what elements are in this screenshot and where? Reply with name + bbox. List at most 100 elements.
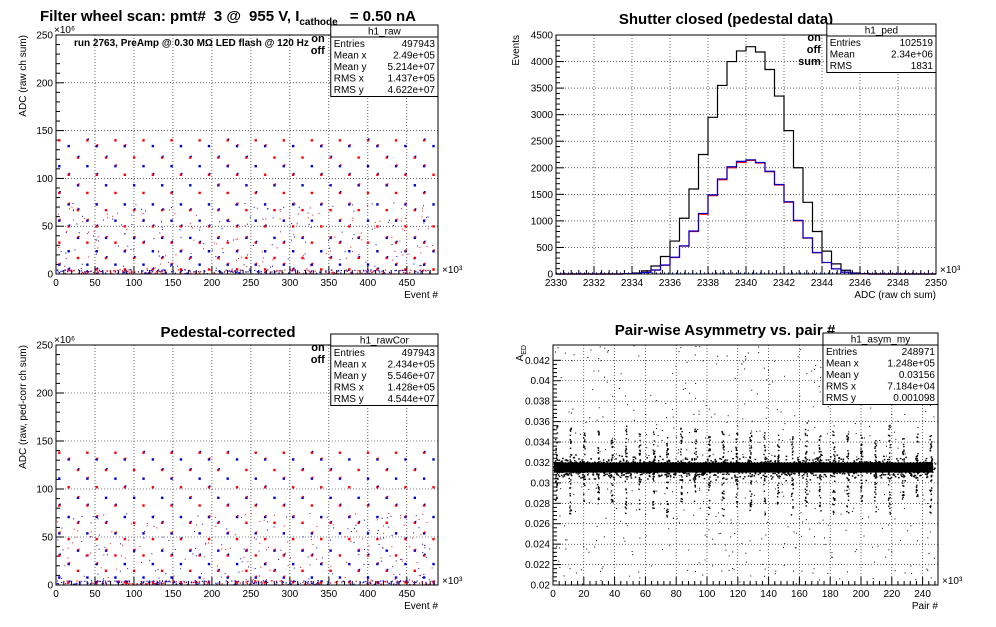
- point-scatter: [159, 232, 160, 233]
- spike-point: [876, 461, 877, 462]
- point-baseline: [350, 583, 351, 584]
- point-on: [273, 209, 275, 211]
- point-baseline: [289, 583, 290, 584]
- point-off: [152, 563, 154, 565]
- point: [838, 458, 840, 459]
- point: [858, 475, 860, 476]
- point-off: [218, 208, 220, 210]
- point-baseline: [98, 272, 99, 273]
- spike-point: [750, 454, 751, 455]
- point-baseline: [141, 272, 142, 273]
- spike-point: [834, 455, 835, 456]
- point-on: [349, 515, 351, 517]
- point-scatter: [326, 253, 327, 254]
- point-baseline: [370, 583, 371, 584]
- point-off: [142, 165, 144, 167]
- spike-point: [903, 468, 904, 469]
- point-baseline: [365, 581, 366, 582]
- point-off: [340, 241, 342, 243]
- spike-point: [765, 502, 766, 503]
- spike-point: [557, 432, 558, 433]
- point-scatter: [246, 551, 247, 552]
- point-scatter: [421, 216, 422, 217]
- point-baseline: [334, 582, 335, 583]
- spike-point: [737, 488, 738, 489]
- point-baseline: [152, 271, 153, 272]
- point-scatter: [372, 204, 373, 205]
- point-baseline: [359, 270, 360, 271]
- point-baseline: [276, 270, 277, 271]
- point-scatter: [303, 536, 304, 537]
- point: [674, 473, 676, 474]
- point: [556, 478, 558, 479]
- point-scatter: [175, 549, 176, 550]
- spike-point: [903, 451, 904, 452]
- outlier-point: [605, 449, 606, 450]
- outlier-point: [769, 453, 770, 454]
- stats-value: 5.214e+07: [387, 62, 435, 73]
- spike-point: [625, 456, 626, 457]
- y-tick-label: 0.02: [531, 581, 551, 592]
- spike-point: [875, 443, 876, 444]
- point-scatter: [354, 528, 355, 529]
- point-baseline: [419, 583, 420, 584]
- point-on: [245, 469, 247, 471]
- point: [604, 474, 606, 475]
- point: [593, 474, 595, 475]
- spike-point: [792, 458, 793, 459]
- point-on: [77, 257, 79, 259]
- point-scatter: [212, 209, 213, 210]
- point-baseline: [431, 581, 432, 582]
- x-tick-label: 350: [321, 589, 338, 600]
- point-off: [387, 156, 389, 158]
- point: [595, 478, 597, 479]
- x-tick-label: 200: [204, 589, 221, 600]
- point-baseline: [105, 581, 106, 582]
- spike-point: [764, 465, 765, 466]
- point-scatter: [362, 538, 363, 539]
- spike-point: [597, 431, 598, 432]
- point-baseline: [366, 271, 367, 272]
- outlier-point: [735, 378, 736, 379]
- point-scatter: [77, 208, 78, 209]
- spike-point: [764, 514, 765, 515]
- spike-point: [584, 467, 585, 468]
- point: [812, 459, 814, 460]
- spike-point: [792, 506, 793, 507]
- point-off: [320, 250, 322, 252]
- point-scatter: [388, 222, 389, 223]
- point: [706, 474, 708, 475]
- point-off: [198, 576, 200, 578]
- point-scatter: [397, 581, 398, 582]
- series-line-on: [556, 160, 936, 274]
- point: [630, 475, 632, 476]
- point-scatter: [429, 579, 430, 580]
- point-baseline: [220, 272, 221, 273]
- point: [577, 473, 579, 474]
- point-off: [359, 569, 361, 571]
- point-off: [387, 569, 389, 571]
- outlier-point: [573, 494, 574, 495]
- spike-point: [736, 448, 737, 449]
- point-baseline: [161, 271, 162, 272]
- y-tick-label: 0.034: [525, 438, 550, 449]
- spike-point: [929, 512, 930, 513]
- spike-point: [749, 510, 750, 511]
- point-off: [404, 563, 406, 565]
- outlier-point: [793, 571, 794, 572]
- point-scatter: [416, 515, 417, 516]
- point: [819, 474, 821, 475]
- point-off: [414, 184, 416, 186]
- spike-point: [875, 456, 876, 457]
- spike-point: [833, 472, 834, 473]
- point-scatter: [203, 243, 204, 244]
- spike-point: [735, 496, 736, 497]
- point-on: [67, 538, 69, 540]
- title-part-c: 955 V, I: [249, 8, 299, 25]
- point-scatter: [84, 576, 85, 577]
- point-baseline: [412, 581, 413, 582]
- point-scatter: [237, 239, 238, 240]
- point-on: [357, 156, 359, 158]
